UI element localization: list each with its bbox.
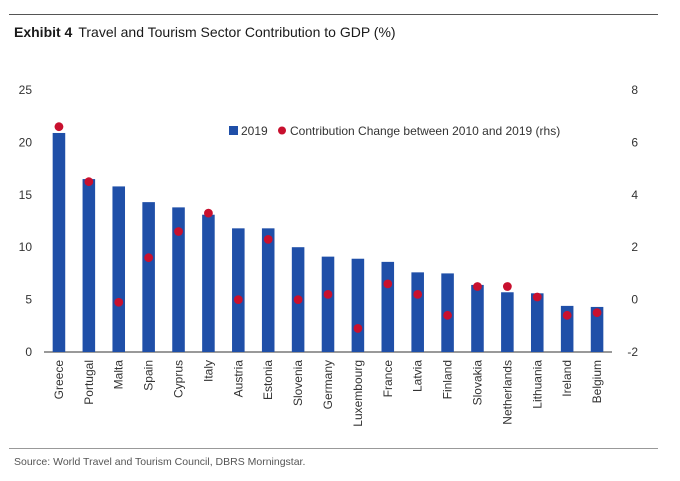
x-tick-label: Greece: [52, 360, 66, 400]
x-tick-label: Lithuania: [530, 360, 544, 409]
x-tick-label: Estonia: [261, 360, 275, 400]
x-tick-label: Slovenia: [291, 360, 305, 406]
dot: [54, 122, 64, 132]
x-tick-label: Ireland: [560, 360, 574, 397]
dot: [532, 292, 542, 302]
legend: 2019 Contribution Change between 2010 and…: [229, 124, 560, 138]
bar: [82, 179, 96, 352]
x-tick-label: Italy: [201, 360, 215, 382]
bar: [202, 214, 215, 352]
x-tick-label: Germany: [321, 360, 335, 409]
x-tick-label: Cyprus: [172, 360, 186, 398]
x-tick-label: Latvia: [411, 360, 425, 392]
legend-label-change: Contribution Change between 2010 and 201…: [290, 124, 560, 138]
dot: [592, 308, 602, 318]
x-tick-label: Slovakia: [470, 360, 484, 406]
dot: [204, 208, 213, 218]
x-tick-label: Netherlands: [500, 360, 514, 425]
x-tick-label: Finland: [441, 360, 455, 399]
x-tick-label: Luxembourg: [351, 360, 365, 427]
legend-label-2019: 2019: [241, 124, 268, 138]
y-left-tick-label: 15: [19, 188, 33, 202]
x-tick-label: Portugal: [82, 360, 96, 405]
bar: [112, 186, 126, 352]
bar: [501, 292, 514, 352]
y-left-tick-label: 20: [19, 135, 33, 149]
dot: [263, 234, 273, 244]
bar: [232, 228, 245, 352]
bar: [142, 202, 155, 352]
chart-title-text: Travel and Tourism Sector Contribution t…: [78, 24, 396, 40]
dot: [293, 295, 303, 304]
y-left-tick-label: 5: [25, 293, 32, 307]
y-right-tick-label: 6: [631, 135, 638, 149]
bar-series-2019: [52, 132, 604, 352]
y-left-tick-label: 10: [19, 240, 33, 254]
dot: [562, 310, 572, 320]
legend-swatch-dot: [278, 126, 286, 135]
y-left-tick-label: 25: [19, 83, 33, 97]
dot: [84, 177, 94, 187]
x-tick-label: France: [381, 360, 395, 398]
bar: [530, 293, 544, 352]
x-tick-labels: Greece Portugal Malta Spain Cyprus Italy Austr…: [52, 360, 604, 427]
bar: [471, 284, 484, 352]
bar: [261, 228, 275, 352]
x-tick-label: Austria: [231, 360, 245, 398]
bar: [172, 207, 185, 352]
bar: [381, 261, 395, 352]
x-tick-label: Belgium: [590, 360, 604, 403]
bottom-rule: [9, 448, 658, 449]
y-right-tick-label: 8: [631, 83, 638, 97]
source-note: Source: World Travel and Tourism Council…: [14, 456, 306, 468]
dot: [383, 279, 393, 289]
dot: [174, 227, 183, 236]
bar: [590, 306, 604, 352]
y-right-tick-label: -2: [627, 345, 638, 359]
bar: [321, 256, 335, 352]
dot: [443, 310, 452, 320]
bar: [52, 132, 66, 352]
dot-series-change: [54, 122, 602, 333]
y-right-tick-label: 4: [631, 188, 638, 202]
exhibit-label: Exhibit 4: [14, 24, 73, 40]
y-right-tick-label: 0: [631, 293, 638, 307]
y-left-tick-label: 0: [25, 345, 32, 359]
legend-swatch-bar: [229, 126, 238, 135]
top-rule: [9, 14, 658, 15]
dot: [323, 289, 333, 299]
chart-title: Exhibit 4 Travel and Tourism Sector Contr…: [14, 24, 396, 40]
dot: [233, 295, 243, 304]
dot: [144, 253, 154, 263]
x-tick-label: Malta: [112, 360, 126, 390]
bar: [411, 272, 424, 352]
dot: [502, 282, 512, 291]
y-right-tick-label: 2: [631, 240, 638, 254]
x-tick-label: Spain: [142, 360, 156, 391]
dot: [353, 324, 363, 333]
dot: [413, 289, 423, 299]
bar: [351, 258, 365, 352]
dot: [473, 282, 482, 291]
dot: [114, 297, 124, 307]
